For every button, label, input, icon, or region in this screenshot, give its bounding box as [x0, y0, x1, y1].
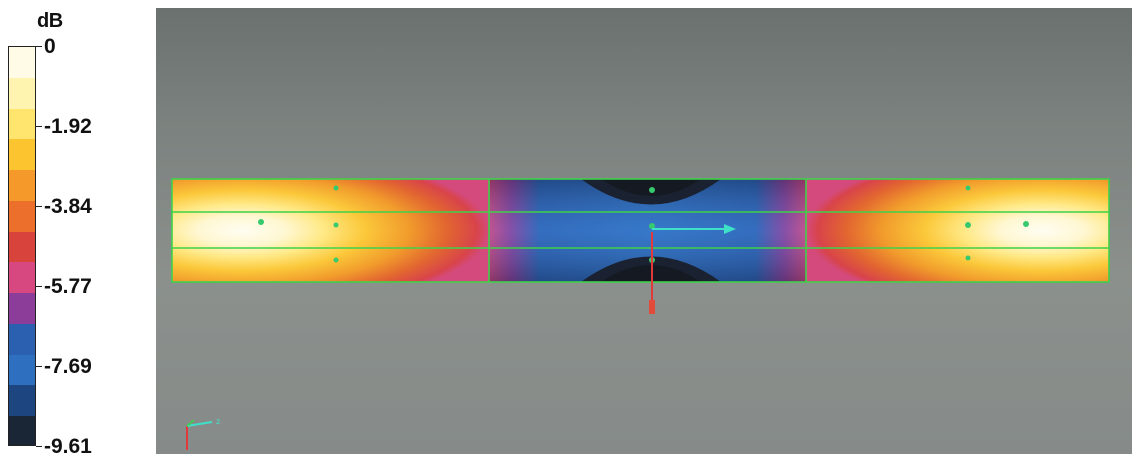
legend-unit-label: dB — [37, 10, 63, 32]
legend-swatch — [9, 323, 35, 356]
legend-swatch — [9, 262, 35, 295]
legend-tick — [36, 366, 42, 367]
legend-tick — [36, 46, 42, 47]
legend-swatch — [9, 354, 35, 387]
field-panel-left — [172, 179, 489, 282]
legend-swatch — [9, 170, 35, 202]
legend-swatch — [9, 416, 35, 445]
field-panel-center — [489, 179, 806, 282]
coordinate-axes-icon: z — [186, 417, 220, 450]
legend-tick-label: -1.92 — [44, 115, 92, 138]
legend-swatch — [9, 293, 35, 325]
legend-tick-label: 0 — [44, 35, 56, 58]
legend-tick — [36, 206, 42, 207]
legend-tick — [36, 446, 42, 447]
svg-text:z: z — [216, 417, 220, 426]
source-axis-arrow-x — [652, 224, 736, 234]
field-panel-right — [806, 179, 1109, 282]
legend-swatch — [9, 231, 35, 264]
legend-color-bar — [8, 46, 36, 446]
legend-tick — [36, 286, 42, 287]
legend-swatch — [9, 77, 35, 110]
mesh-node-markers — [258, 185, 1029, 263]
legend-tick-label: -5.77 — [44, 275, 92, 298]
legend-swatch — [9, 47, 35, 79]
legend-tick-label: -3.84 — [44, 195, 92, 218]
mesh-grid — [171, 178, 1110, 283]
field-plot-view: z — [156, 8, 1132, 454]
legend-tick-label: -7.69 — [44, 355, 92, 378]
legend-swatch — [9, 200, 35, 233]
legend-tick — [36, 126, 42, 127]
legend-swatch — [9, 385, 35, 418]
field-plot-canvas: z — [171, 178, 1110, 450]
color-scale-legend: dB 0 -1.92 -3.84 -5.77 -7.69 -9.61 — [0, 0, 150, 458]
source-axis-arrow-y — [649, 232, 655, 314]
legend-tick-label: -9.61 — [44, 435, 92, 458]
legend-swatch — [9, 108, 35, 141]
legend-swatch — [9, 139, 35, 172]
